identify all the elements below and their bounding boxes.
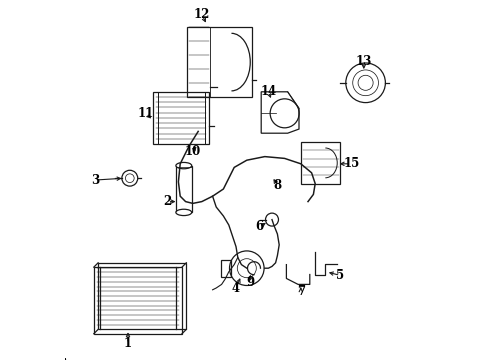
Bar (176, 166, 192, 212)
Text: 14: 14 (260, 85, 276, 98)
Bar (187, 27, 252, 97)
Text: 7: 7 (297, 285, 305, 298)
Bar (220, 260, 231, 277)
Text: 5: 5 (336, 269, 344, 282)
Ellipse shape (176, 162, 192, 169)
Text: 3: 3 (92, 174, 100, 186)
Bar (301, 142, 341, 184)
FancyArrow shape (65, 359, 66, 360)
Text: 15: 15 (343, 157, 359, 170)
Text: 4: 4 (232, 282, 240, 294)
Ellipse shape (176, 209, 192, 216)
Text: 10: 10 (185, 145, 201, 158)
Text: 6: 6 (255, 220, 264, 233)
Text: 2: 2 (164, 195, 171, 208)
Text: 11: 11 (138, 107, 154, 120)
Bar (153, 92, 209, 144)
Text: 13: 13 (356, 55, 372, 68)
Text: 9: 9 (246, 276, 254, 289)
Text: 12: 12 (194, 8, 210, 21)
Text: 8: 8 (273, 179, 281, 192)
Text: 1: 1 (124, 337, 132, 350)
